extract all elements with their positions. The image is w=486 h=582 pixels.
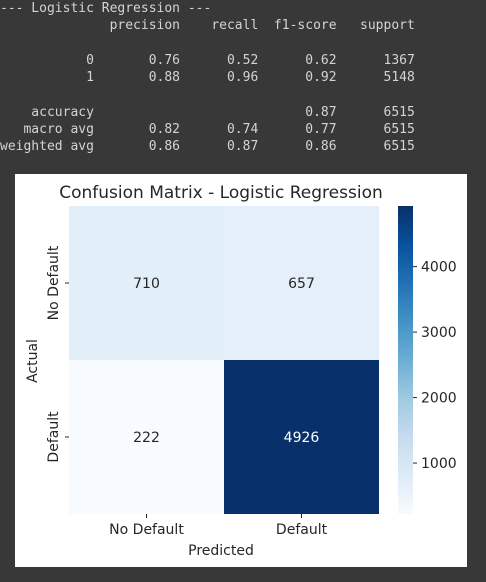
colorbar-tick-label: 1000 xyxy=(421,456,457,472)
confusion-matrix-chart: Confusion Matrix - Logistic Regression 7… xyxy=(25,183,457,559)
heatmap-cell-r0-c1 xyxy=(224,206,379,360)
colorbar-tick-label: 2000 xyxy=(421,391,457,407)
report-row-weighted-avg: weighted avg 0.86 0.87 0.86 6515 xyxy=(0,139,415,154)
x-axis-label: Predicted xyxy=(188,543,254,559)
x-tick-label: No Default xyxy=(109,522,184,538)
cell-value-r0-c1: 657 xyxy=(288,276,315,292)
report-row-macro-avg: macro avg 0.82 0.74 0.77 6515 xyxy=(0,122,415,137)
cell-value-r0-c0: 710 xyxy=(133,276,160,292)
x-tick-label: Default xyxy=(276,522,328,538)
heatmap-cell-r1-c1 xyxy=(224,360,379,514)
confusion-matrix-figure: Confusion Matrix - Logistic Regression 7… xyxy=(15,174,467,567)
report-columns-line: precision recall f1-score support xyxy=(0,18,415,33)
heatmap-cells xyxy=(69,206,379,514)
y-axis-label: Actual xyxy=(25,339,41,383)
heatmap-cell-labels: 710 657 222 4926 xyxy=(133,276,319,446)
colorbar-ticks: 1000 2000 3000 4000 xyxy=(413,260,457,472)
x-axis-ticks: No Default Default xyxy=(109,514,328,538)
y-axis-ticks: No Default Default xyxy=(46,245,69,463)
colorbar-tick-label: 4000 xyxy=(421,260,457,276)
heatmap-cell-r0-c0 xyxy=(69,206,224,360)
report-row-accuracy: accuracy 0.87 6515 xyxy=(0,105,415,120)
report-row-class-0: 0 0.76 0.52 0.62 1367 xyxy=(0,53,415,68)
chart-title: Confusion Matrix - Logistic Regression xyxy=(59,183,383,203)
report-header-line: --- Logistic Regression --- xyxy=(0,1,212,16)
classification-report: --- Logistic Regression --- precision re… xyxy=(0,0,486,170)
report-row-class-1: 1 0.88 0.96 0.92 5148 xyxy=(0,70,415,85)
y-tick-label: Default xyxy=(46,411,62,463)
colorbar-tick-label: 3000 xyxy=(421,325,457,341)
heatmap-cell-r1-c0 xyxy=(69,360,224,514)
cell-value-r1-c1: 4926 xyxy=(284,430,320,446)
colorbar xyxy=(398,206,413,514)
y-tick-label: No Default xyxy=(46,245,62,320)
cell-value-r1-c0: 222 xyxy=(133,430,160,446)
